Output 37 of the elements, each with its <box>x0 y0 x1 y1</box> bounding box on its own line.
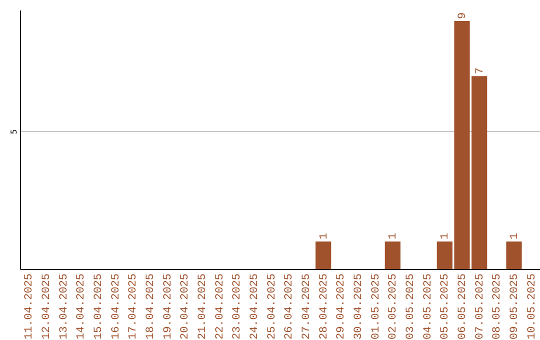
x-tick-label: 23.04.2025 <box>232 274 244 340</box>
x-tick-label: 21.04.2025 <box>197 274 209 340</box>
x-tick-label: 06.05.2025 <box>457 274 469 340</box>
x-tick-label: 10.05.2025 <box>526 274 538 340</box>
x-tick-label: 04.05.2025 <box>422 274 434 340</box>
x-tick-label: 24.04.2025 <box>249 274 261 340</box>
x-tick-label: 26.04.2025 <box>284 274 296 340</box>
data-label: 9 <box>457 12 469 20</box>
x-tick-label: 16.04.2025 <box>110 274 122 340</box>
data-label: 7 <box>474 68 486 74</box>
x-tick-label: 07.05.2025 <box>474 274 486 340</box>
y-tick-label: 5 <box>10 129 18 134</box>
x-tick-label: 11.04.2025 <box>24 274 36 340</box>
x-tick-label: 17.04.2025 <box>128 274 140 340</box>
x-tick-label: 27.04.2025 <box>301 274 313 340</box>
x-tick-label: 05.05.2025 <box>440 274 452 340</box>
x-tick-label: 14.04.2025 <box>76 274 88 340</box>
x-tick-label: 02.05.2025 <box>388 274 400 340</box>
data-label: 1 <box>509 232 521 240</box>
x-tick-label: 19.04.2025 <box>162 274 174 340</box>
x-tick-label: 28.04.2025 <box>318 274 330 340</box>
x-tick-label: 25.04.2025 <box>266 274 278 340</box>
data-label: 1 <box>388 232 400 240</box>
x-tick-label: 03.05.2025 <box>405 274 417 340</box>
x-tick-label: 15.04.2025 <box>93 274 105 340</box>
data-label: 1 <box>440 232 452 240</box>
data-label: 1 <box>318 232 330 240</box>
x-tick-label: 30.04.2025 <box>353 274 365 340</box>
x-tick-label: 08.05.2025 <box>492 274 504 340</box>
x-tick-label: 18.04.2025 <box>145 274 157 340</box>
x-tick-label: 22.04.2025 <box>214 274 226 340</box>
x-tick-label: 29.04.2025 <box>336 274 348 340</box>
x-tick-label: 01.05.2025 <box>370 274 382 340</box>
x-tick-label: 12.04.2025 <box>41 274 53 340</box>
x-tick-label: 13.04.2025 <box>58 274 70 340</box>
x-tick-label: 20.04.2025 <box>180 274 192 340</box>
x-tick-label: 09.05.2025 <box>509 274 521 340</box>
